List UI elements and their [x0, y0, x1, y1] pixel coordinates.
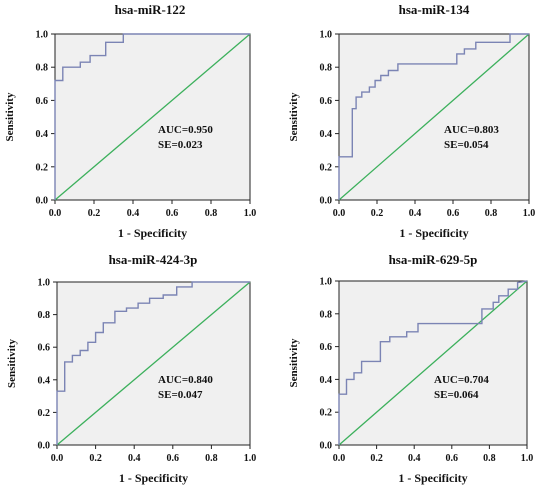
chart-3-y-axis-label: Sensitivity	[6, 339, 18, 388]
chart-4-se-label: SE=0.064	[434, 389, 479, 401]
chart-2-x-tick-label: 0.4	[409, 208, 422, 219]
chart-2-x-axis-label: 1 - Specificity	[399, 226, 468, 240]
chart-1-x-axis-label: 1 - Specificity	[118, 226, 187, 240]
chart-2-x-tick-label: 1.0	[523, 208, 536, 219]
chart-1-y-tick-label: 0.2	[36, 162, 49, 173]
chart-1-y-tick-label: 0.0	[36, 196, 49, 207]
chart-2-y-tick-label: 1.0	[320, 30, 333, 41]
chart-3-y-tick-label: 0.4	[38, 375, 51, 386]
chart-1-auc-label: AUC=0.950	[158, 124, 213, 136]
chart-3-x-tick-label: 0.4	[128, 453, 141, 464]
chart-1-x-tick-label: 0.0	[49, 208, 62, 219]
chart-2-x-tick-label: 0.8	[485, 208, 498, 219]
chart-4-x-tick-label: 0.6	[446, 453, 459, 464]
chart-1-x-tick-label: 0.6	[166, 208, 179, 219]
chart-4-x-tick-label: 1.0	[521, 453, 534, 464]
chart-2-reference-line	[338, 33, 530, 201]
chart-2-y-tick-label: 0.2	[320, 162, 333, 173]
chart-3-x-tick-label: 1.0	[244, 453, 257, 464]
chart-4-roc-curve	[338, 280, 528, 445]
chart-3-x-tick-label: 0.6	[167, 453, 180, 464]
chart-1-y-tick-label: 1.0	[36, 30, 49, 41]
chart-4-y-tick-label: 0.4	[320, 375, 333, 386]
chart-4-y-axis-label: Sensitivity	[288, 338, 300, 387]
chart-3-y-tick-label: 0.0	[38, 441, 51, 452]
chart-1-roc-curve	[54, 33, 250, 200]
chart-3-y-tick-label: 0.2	[38, 408, 51, 419]
chart-1-se-label: SE=0.023	[158, 139, 203, 151]
chart-3-se-label: SE=0.047	[158, 389, 203, 401]
chart-1-y-axis-label: Sensitivity	[4, 92, 16, 141]
chart-1-reference-line	[54, 33, 251, 201]
chart-4-x-tick-label: 0.0	[333, 453, 346, 464]
chart-2-title: hsa-miR-134	[399, 2, 470, 17]
chart-4-x-tick-label: 0.2	[370, 453, 383, 464]
chart-3-y-tick-label: 0.6	[38, 343, 51, 354]
chart-1-x-tick-label: 0.2	[88, 208, 101, 219]
chart-4-title: hsa-miR-629-5p	[389, 252, 478, 267]
chart-2-y-tick-label: 0.4	[320, 129, 333, 140]
chart-4-reference-line	[338, 280, 528, 446]
chart-2-y-tick-label: 0.8	[320, 63, 333, 74]
chart-2-y-tick-label: 0.6	[320, 96, 333, 107]
chart-4-auc-label: AUC=0.704	[434, 374, 489, 386]
chart-3-roc-curve	[56, 281, 250, 445]
chart-4-y-tick-label: 1.0	[320, 277, 333, 288]
chart-1-x-tick-label: 1.0	[244, 208, 257, 219]
chart-1-y-tick-label: 0.6	[36, 96, 49, 107]
chart-2-auc-label: AUC=0.803	[444, 124, 499, 136]
chart-4-y-tick-label: 0.0	[320, 441, 333, 452]
chart-1-y-tick-label: 0.4	[36, 129, 49, 140]
chart-1-x-tick-label: 0.8	[205, 208, 218, 219]
chart-4-y-tick-label: 0.6	[320, 342, 333, 353]
chart-2-se-label: SE=0.054	[444, 139, 489, 151]
chart-2-x-tick-label: 0.6	[447, 208, 460, 219]
chart-3-x-axis-label: 1 - Specificity	[119, 471, 188, 485]
chart-3-title: hsa-miR-424-3p	[109, 252, 198, 267]
chart-3-auc-label: AUC=0.840	[158, 374, 213, 386]
chart-2-x-tick-label: 0.2	[371, 208, 384, 219]
chart-3-reference-line	[56, 281, 251, 446]
chart-4-x-axis-label: 1 - Specificity	[398, 471, 467, 485]
chart-1-x-tick-label: 0.4	[127, 208, 140, 219]
chart-3-x-tick-label: 0.0	[51, 453, 64, 464]
chart-2-y-tick-label: 0.0	[320, 196, 333, 207]
chart-4-x-tick-label: 0.4	[408, 453, 421, 464]
chart-3-y-tick-label: 1.0	[38, 278, 51, 289]
chart-2-y-axis-label: Sensitivity	[288, 92, 300, 141]
chart-4-y-tick-label: 0.8	[320, 309, 333, 320]
chart-2-x-tick-label: 0.0	[333, 208, 346, 219]
chart-2-roc-curve	[338, 33, 529, 200]
chart-3-y-tick-label: 0.8	[38, 310, 51, 321]
chart-1-y-tick-label: 0.8	[36, 63, 49, 74]
chart-4-x-tick-label: 0.8	[483, 453, 496, 464]
chart-3-x-tick-label: 0.2	[89, 453, 102, 464]
chart-4-y-tick-label: 0.2	[320, 408, 333, 419]
chart-3-x-tick-label: 0.8	[205, 453, 218, 464]
chart-1-title: hsa-miR-122	[115, 2, 186, 17]
